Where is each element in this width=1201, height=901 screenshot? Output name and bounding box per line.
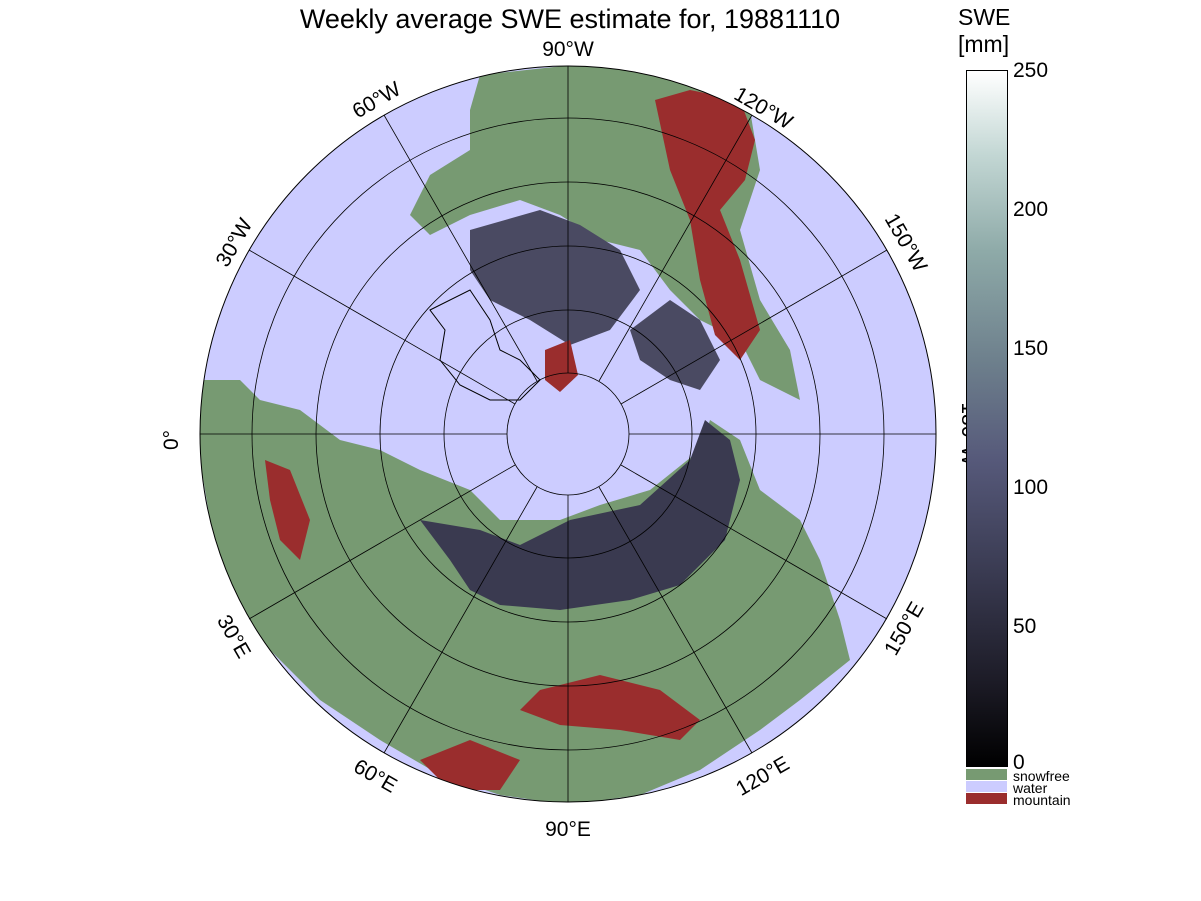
meridians: [200, 66, 936, 802]
mountain-scandinavia: [265, 460, 310, 560]
label-30e: 30°E: [212, 611, 255, 662]
label-90e: 90°E: [545, 818, 591, 841]
legend-water: water: [1013, 780, 1048, 796]
snow-cover-eurasia: [420, 420, 740, 610]
swatch-mountain: [966, 793, 1007, 804]
colorbar-tick-200: 200: [1013, 198, 1049, 221]
map-title: Weekly average SWE estimate for, 1988111…: [299, 4, 841, 34]
legend-mountain: mountain: [1013, 792, 1071, 808]
snow-cover-siberia: [630, 300, 720, 390]
colorbar-tick-250: 250: [1013, 59, 1049, 82]
swatch-water: [966, 781, 1007, 792]
mountain-rockies: [655, 90, 760, 360]
label-90w: 90°W: [542, 38, 594, 61]
colorbar-title-line2: [mm]: [958, 31, 1010, 57]
colorbar-title: SWE [mm]: [958, 4, 1010, 58]
snow-cover-canada: [470, 210, 640, 345]
globe-border: [199, 65, 937, 803]
colorbar-gradient: [966, 70, 1008, 767]
mountain-greenland-tip: [545, 340, 578, 392]
colorbar-tick-0: 0: [1013, 751, 1025, 774]
globe: [200, 66, 936, 802]
mountain-tibet: [520, 675, 700, 740]
label-0: 0°: [160, 430, 183, 450]
legend-snowfree: snowfree: [1013, 768, 1070, 784]
colorbar-tick-100: 100: [1013, 476, 1049, 499]
greenland-outline: [429, 289, 541, 401]
label-120e: 120°E: [732, 752, 793, 801]
mountain-himalaya: [420, 740, 520, 790]
colorbar-tick-150: 150: [1013, 337, 1049, 360]
colorbar-tick-50: 50: [1013, 615, 1037, 638]
colorbar-title-line1: SWE: [958, 4, 1011, 30]
swatch-snowfree: [966, 769, 1007, 780]
label-60e: 60°E: [350, 755, 401, 798]
